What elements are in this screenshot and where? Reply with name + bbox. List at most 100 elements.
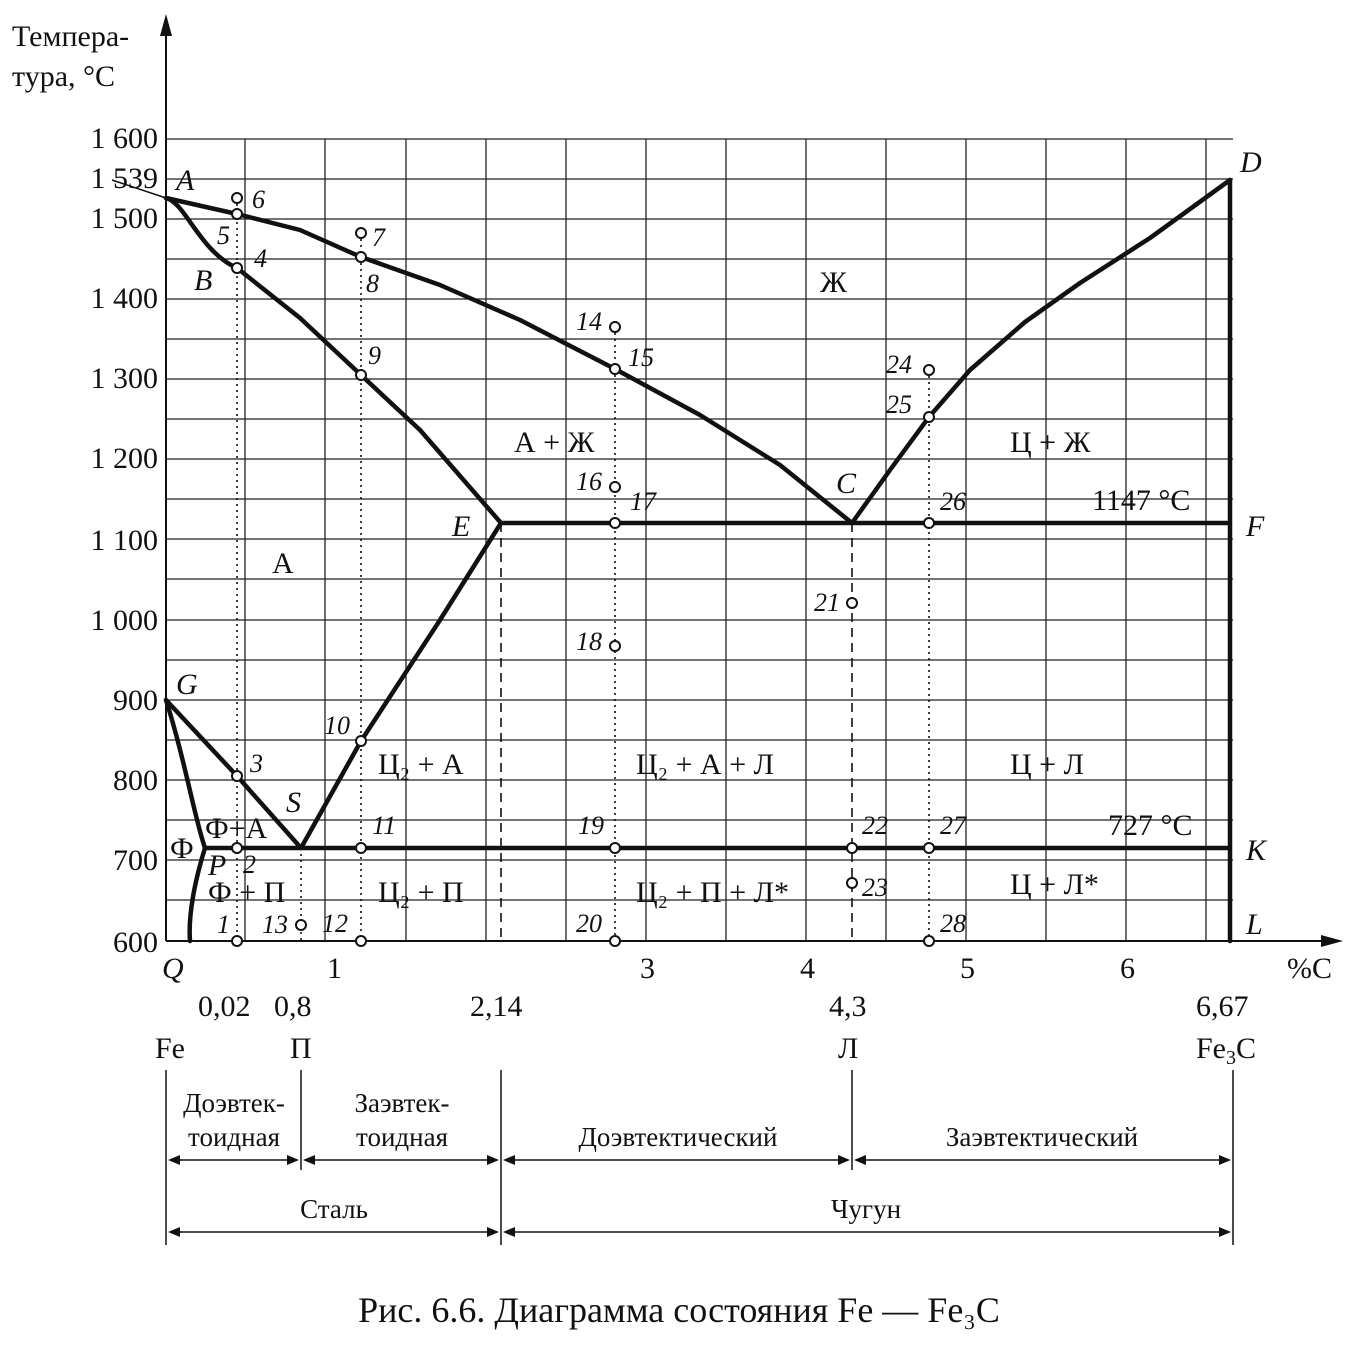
grid: [166, 138, 1233, 941]
y-axis-labels: Темпера- тура, °С 1 600 1 539 1 500 1 40…: [12, 20, 158, 959]
hyper-eutectoid-line2: тоидная: [356, 1122, 448, 1152]
point-label: 22: [862, 811, 888, 840]
region-c2-p: Ц₂ + П: [378, 876, 464, 909]
region-c-l: Ц + Л: [1010, 748, 1084, 781]
point-label: 18: [576, 627, 602, 656]
point-label: 8: [366, 269, 379, 298]
phase-cementite: Fe3C: [1196, 1032, 1256, 1069]
composition-0-02: 0,02: [198, 990, 251, 1023]
point-P: P: [207, 849, 226, 882]
point-label: 7: [372, 223, 386, 252]
point-label: 19: [578, 811, 604, 840]
x-tick: 3: [640, 952, 655, 985]
classification: Доэвтек- тоидная Заэвтек- тоидная Доэвте…: [165, 1070, 1234, 1245]
point-label: 2: [243, 850, 256, 879]
x-tick: 6: [1120, 952, 1135, 985]
y-tick: 700: [113, 844, 158, 877]
region-phi-p: Ф + П: [208, 876, 285, 909]
point-K: K: [1245, 834, 1268, 867]
y-tick: 600: [113, 926, 158, 959]
hypo-eutectoid-line1: Доэвтек-: [183, 1088, 285, 1118]
origin-label: Q: [162, 952, 184, 985]
region-phi-a: Ф+А: [205, 812, 268, 845]
point-label: 12: [322, 909, 348, 938]
point-label: 6: [252, 185, 265, 214]
point-label: 9: [368, 341, 381, 370]
composition-2-14: 2,14: [470, 990, 523, 1023]
y-tick: 1 300: [91, 362, 159, 395]
y-tick-special: 1 539: [91, 162, 159, 195]
point-S: S: [286, 786, 301, 819]
point-label: 14: [576, 307, 602, 336]
x-unit: %C: [1287, 952, 1332, 985]
phase-fe: Fe: [155, 1032, 185, 1065]
composition-labels: 0,02 0,8 2,14 4,3 6,67 Fe П Л Fe3C: [155, 990, 1256, 1069]
region-c2-p-l: Ц₂ + П + Л*: [636, 876, 789, 909]
cast-iron-label: Чугун: [831, 1194, 901, 1224]
y-tick: 900: [113, 684, 158, 717]
region-c2-a-l: Ц₂ + А + Л: [636, 748, 774, 781]
composition-0-8: 0,8: [274, 990, 312, 1023]
point-label: 4: [254, 244, 267, 273]
phase-ledeburite: Л: [838, 1032, 858, 1065]
y-title-line1: Темпера-: [12, 20, 129, 53]
y-tick: 1 600: [91, 122, 159, 155]
critical-point-letters: A B C D E F G S P K L: [174, 146, 1268, 941]
y-tick: 1 100: [91, 524, 159, 557]
point-label: 15: [628, 343, 654, 372]
region-c-zh: Ц + Ж: [1010, 426, 1091, 459]
x-axis-labels: Q 1 3 4 5 6 %C: [162, 952, 1332, 985]
point-F: F: [1245, 510, 1265, 543]
point-label: 3: [249, 749, 263, 778]
y-tick: 1 200: [91, 442, 159, 475]
y-tick: 800: [113, 764, 158, 797]
point-label: 13: [262, 910, 288, 939]
eutectoid-temperature: 727 °С: [1108, 809, 1193, 842]
y-tick: 1 500: [91, 202, 159, 235]
point-D: D: [1239, 146, 1262, 179]
point-E: E: [451, 510, 470, 543]
region-a-zh: А + Ж: [514, 426, 595, 459]
point-label: 5: [217, 221, 230, 250]
point-label: 16: [576, 467, 602, 496]
phase-pearlite: П: [290, 1032, 312, 1065]
composition-6-67: 6,67: [1196, 990, 1249, 1023]
eutectic-temperature: 1147 °С: [1092, 484, 1190, 517]
point-label: 17: [630, 487, 657, 516]
point-label: 28: [940, 909, 966, 938]
region-labels: Ж А + Ж А Ц + Ж Ф+А Ф Ф + П Ц₂ + А Ц₂ + …: [170, 266, 1193, 909]
point-L: L: [1245, 908, 1263, 941]
numbered-point-labels: 1 2 3 4 5 6 7 8 9 10 11 12 13 14 15 16 1…: [217, 185, 967, 939]
y-tick: 1 400: [91, 282, 159, 315]
point-label: 21: [814, 588, 840, 617]
x-tick: 5: [960, 952, 975, 985]
hypo-eutectic: Доэвтектический: [579, 1122, 778, 1152]
region-liquid: Ж: [820, 266, 847, 299]
point-C: C: [836, 467, 857, 500]
x-tick: 1: [327, 952, 342, 985]
region-c-l-star: Ц + Л*: [1010, 868, 1099, 901]
figure-caption: Рис. 6.6. Диаграмма состояния Fe — Fe₃C: [358, 1290, 1000, 1330]
point-markers: [231, 192, 935, 947]
point-G: G: [176, 668, 198, 701]
y-title-line2: тура, °С: [12, 60, 115, 93]
point-label: 10: [324, 711, 350, 740]
steel-label: Сталь: [300, 1194, 368, 1224]
x-tick: 4: [800, 952, 815, 985]
point-label: 1: [217, 910, 230, 939]
point-B: B: [194, 264, 212, 297]
phase-boundaries: [163, 177, 1233, 944]
region-austenite: А: [272, 547, 294, 580]
point-label: 27: [940, 811, 967, 840]
region-c2-a: Ц₂ + А: [378, 748, 464, 781]
hyper-eutectic: Заэвтектический: [946, 1122, 1138, 1152]
hyper-eutectoid-line1: Заэвтек-: [354, 1088, 449, 1118]
point-label: 26: [940, 487, 966, 516]
composition-4-3: 4,3: [829, 990, 867, 1023]
point-label: 24: [886, 350, 912, 379]
point-A: A: [174, 164, 195, 197]
region-ferrite: Ф: [170, 832, 194, 865]
y-tick: 1 000: [91, 604, 159, 637]
point-label: 20: [576, 909, 602, 938]
